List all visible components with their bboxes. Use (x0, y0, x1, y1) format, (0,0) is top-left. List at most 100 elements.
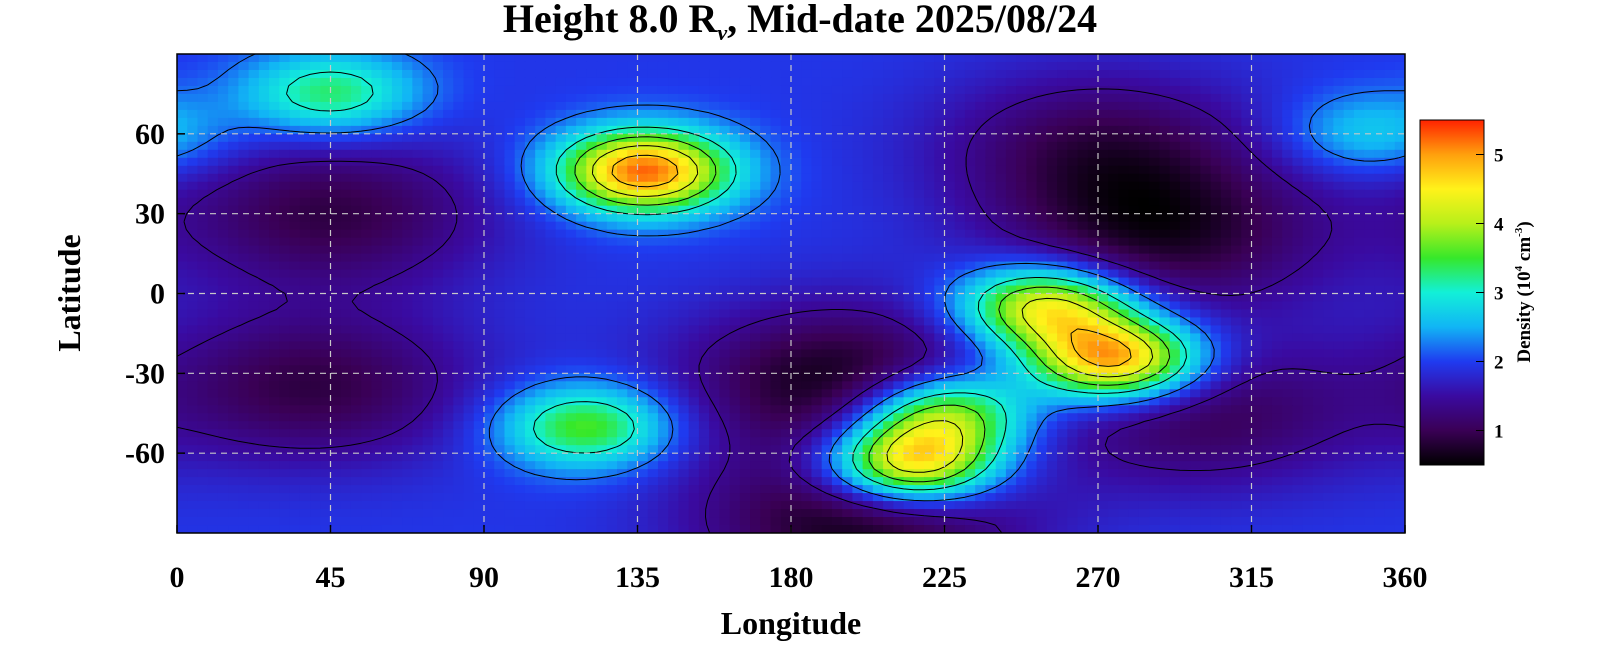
heat-cell (893, 109, 905, 119)
heat-cell (422, 69, 434, 79)
heat-cell (1312, 205, 1324, 215)
heat-cell (811, 54, 823, 63)
heat-cell (1098, 69, 1109, 79)
title-suffix: , Mid-date 2025/08/24 (727, 0, 1097, 41)
heat-cell (1118, 69, 1130, 79)
heat-cell (545, 373, 557, 382)
heat-cell (514, 133, 526, 143)
heat-cell (1118, 317, 1130, 327)
heat-cell (289, 309, 301, 319)
heat-cell (903, 85, 915, 95)
heat-cell (586, 109, 598, 119)
heat-cell (985, 109, 997, 119)
heat-cell (361, 381, 373, 390)
heat-cell (903, 301, 915, 311)
heat-cell (893, 85, 905, 95)
heat-cell (1067, 101, 1079, 111)
heat-cell (463, 253, 475, 263)
heat-cell (678, 54, 690, 63)
heat-cell (903, 229, 915, 239)
heat-cell (524, 373, 536, 382)
heat-cell (463, 301, 475, 311)
heat-cell (258, 61, 270, 71)
heat-cell (811, 213, 823, 223)
heat-cell (1138, 197, 1150, 207)
heat-cell (1149, 301, 1160, 311)
heat-cell (463, 125, 475, 135)
heat-cell (678, 85, 690, 95)
heat-cell (954, 157, 966, 167)
heat-cell (391, 317, 403, 327)
heat-cell (238, 141, 250, 151)
heat-cell (494, 293, 506, 303)
heat-cell (750, 301, 761, 311)
heat-cell (504, 221, 516, 231)
heat-cell (964, 109, 976, 119)
heat-cell (821, 357, 833, 366)
heat-cell (668, 349, 680, 358)
heat-cell (350, 261, 362, 271)
heat-cell (1016, 229, 1027, 239)
heat-cell (893, 221, 905, 231)
heat-cell (484, 365, 495, 374)
heat-cell (320, 205, 332, 215)
heat-cell (934, 357, 946, 366)
heat-cell (1118, 253, 1130, 263)
heat-cell (944, 261, 956, 271)
heat-cell (1190, 237, 1201, 247)
heat-cell (391, 373, 403, 382)
heat-cell (627, 77, 639, 87)
heat-cell (872, 93, 884, 103)
heat-cell (565, 237, 577, 247)
heat-cell (596, 61, 608, 71)
heat-cell (371, 205, 383, 215)
heat-cell (524, 173, 536, 183)
heat-cell (177, 221, 188, 231)
heat-cell (780, 133, 792, 143)
heat-cell (1118, 205, 1130, 215)
heat-cell (1394, 261, 1405, 271)
heat-cell (443, 325, 454, 335)
heat-cell (1302, 109, 1314, 119)
heat-cell (1005, 237, 1017, 247)
heat-cell (1036, 93, 1048, 103)
heat-cell (719, 61, 731, 71)
heat-cell (770, 325, 782, 335)
heat-cell (647, 197, 659, 207)
heat-cell (310, 173, 321, 183)
heat-cell (1312, 173, 1324, 183)
heat-cell (217, 213, 229, 223)
heat-cell (524, 117, 536, 127)
heat-cell (903, 261, 915, 271)
heat-cell (371, 309, 383, 319)
heat-cell (811, 101, 823, 111)
heat-cell (238, 133, 250, 143)
heat-cell (1005, 165, 1017, 175)
heat-cell (678, 349, 690, 358)
heat-cell (187, 253, 199, 263)
heat-cell (1036, 365, 1048, 374)
heat-cell (443, 61, 454, 71)
heat-cell (514, 365, 526, 374)
heat-cell (678, 301, 690, 311)
heat-cell (688, 117, 700, 127)
heat-cell (1220, 101, 1232, 111)
heat-cell (709, 205, 720, 215)
heat-cell (780, 301, 792, 311)
heat-cell (422, 117, 434, 127)
heat-cell (350, 229, 362, 239)
heat-cell (1292, 69, 1304, 79)
heat-cell (903, 317, 915, 327)
heat-cell (627, 261, 639, 271)
heat-cell (1251, 125, 1263, 135)
heat-cell (678, 197, 690, 207)
heat-cell (576, 173, 587, 183)
heat-cell (862, 109, 874, 119)
heat-cell (1098, 133, 1109, 143)
heat-cell (1169, 261, 1181, 271)
heat-cell (545, 61, 557, 71)
heat-cell (310, 237, 321, 247)
heat-cell (197, 117, 209, 127)
heat-cell (1057, 349, 1068, 358)
